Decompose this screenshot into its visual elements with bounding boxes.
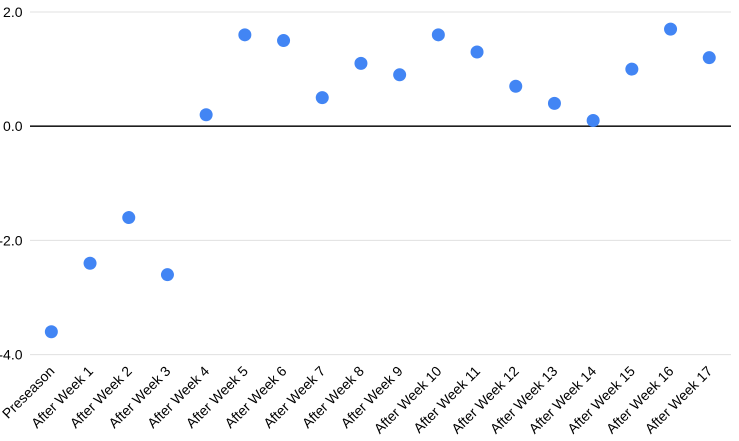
data-point[interactable] — [83, 256, 97, 270]
y-tick-label: -4.0 — [0, 347, 23, 363]
x-axis-label: After Week 10 — [371, 363, 445, 437]
data-point[interactable] — [625, 62, 639, 76]
y-tick-label: 0.0 — [3, 118, 23, 134]
data-point[interactable] — [199, 108, 213, 122]
x-axis-label: After Week 12 — [448, 363, 522, 437]
data-point[interactable] — [122, 211, 136, 225]
data-point[interactable] — [315, 91, 329, 105]
y-tick-label: 2.0 — [3, 4, 23, 20]
data-point[interactable] — [586, 113, 600, 127]
x-axis-label: After Week 14 — [525, 363, 599, 437]
y-tick-label: -2.0 — [0, 232, 23, 248]
data-point[interactable] — [44, 325, 58, 339]
data-point[interactable] — [393, 68, 407, 82]
data-point[interactable] — [470, 45, 484, 59]
data-point[interactable] — [509, 79, 523, 93]
x-axis-label: After Week 16 — [603, 363, 677, 437]
data-point[interactable] — [431, 28, 445, 42]
x-axis-label: After Week 17 — [642, 363, 716, 437]
data-point[interactable] — [160, 268, 174, 282]
data-point[interactable] — [238, 28, 252, 42]
data-point[interactable] — [702, 51, 716, 65]
data-point[interactable] — [354, 56, 368, 70]
x-axis-label: After Week 13 — [487, 363, 561, 437]
data-point[interactable] — [277, 34, 291, 48]
data-point[interactable] — [547, 96, 561, 110]
x-axis-label: After Week 15 — [564, 363, 638, 437]
data-point[interactable] — [664, 22, 678, 36]
